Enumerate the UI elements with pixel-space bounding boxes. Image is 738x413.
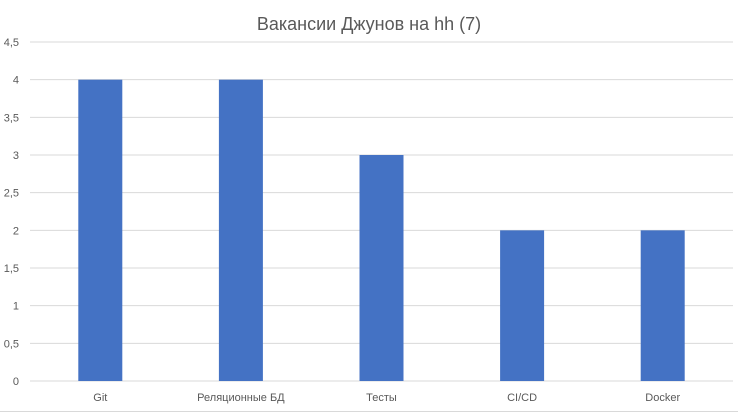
x-tick-label: Тесты — [366, 392, 397, 404]
bars — [78, 79, 685, 382]
chart-bottom-border — [0, 411, 738, 412]
y-tick-label: 2 — [13, 225, 19, 237]
y-tick-label: 4 — [13, 75, 19, 87]
y-tick-label: 1 — [13, 301, 19, 313]
bar-3 — [500, 230, 545, 381]
x-tick-label: Git — [93, 392, 107, 404]
y-tick-label: 2,5 — [4, 188, 19, 200]
x-axis-tick-labels: Git Реляционные БД Тесты CI/CD Docker — [93, 392, 680, 404]
y-tick-label: 1,5 — [4, 263, 19, 275]
y-axis-tick-labels: 0 0,5 1 1,5 2 2,5 3 3,5 4 4,5 — [4, 37, 19, 388]
bar-4 — [640, 230, 685, 381]
y-tick-label: 0 — [13, 376, 19, 388]
bar-0 — [78, 79, 123, 382]
chart-title: Вакансии Джунов на hh (7) — [256, 14, 482, 34]
bar-1 — [218, 79, 263, 382]
y-tick-label: 3,5 — [4, 112, 19, 124]
y-tick-label: 3 — [13, 150, 19, 162]
y-tick-label: 0,5 — [4, 338, 19, 350]
x-tick-label: Реляционные БД — [197, 392, 285, 404]
x-tick-label: Docker — [645, 392, 680, 404]
bar-2 — [359, 155, 404, 381]
x-tick-label: CI/CD — [507, 392, 537, 404]
y-tick-label: 4,5 — [4, 37, 19, 49]
